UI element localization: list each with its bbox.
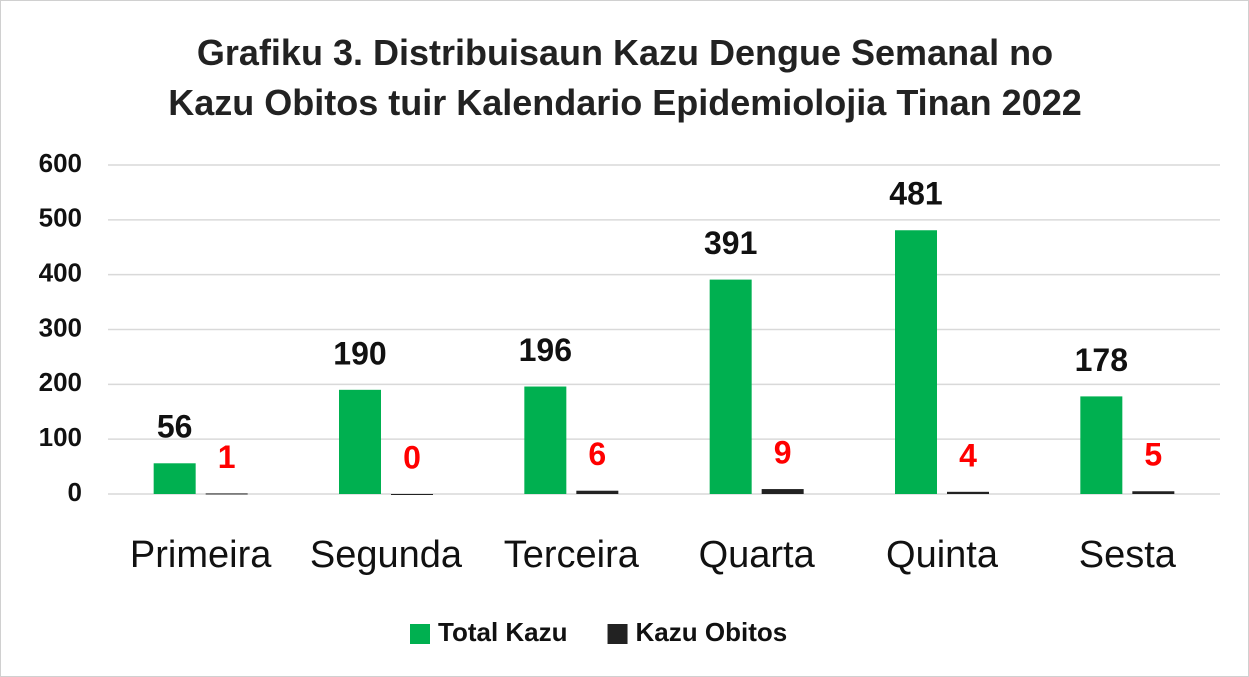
data-label: 178 — [1075, 342, 1128, 378]
bar — [709, 279, 752, 494]
data-label: 5 — [1144, 437, 1162, 473]
x-tick-label: Terceira — [504, 534, 640, 576]
x-tick-label: Sesta — [1079, 534, 1177, 576]
bar — [895, 230, 937, 495]
legend-label: Total Kazu — [438, 617, 568, 647]
bar — [524, 386, 567, 494]
data-label: 9 — [774, 435, 792, 471]
bar — [576, 490, 619, 494]
y-tick-label: 200 — [39, 367, 82, 397]
legend-label: Kazu Obitos — [636, 617, 788, 647]
legend-swatch — [410, 624, 430, 644]
bar — [947, 491, 989, 494]
data-label: 56 — [157, 409, 193, 445]
data-label: 190 — [333, 335, 386, 371]
x-tick-label: Primeira — [130, 534, 272, 576]
y-tick-label: 600 — [39, 148, 82, 178]
data-label: 391 — [704, 225, 757, 261]
x-tick-label: Segunda — [310, 534, 463, 576]
data-label: 1 — [218, 439, 236, 475]
bar — [339, 389, 381, 494]
bar — [391, 494, 433, 495]
data-label: 481 — [889, 176, 942, 212]
data-label: 4 — [959, 437, 977, 473]
y-tick-label: 400 — [39, 258, 82, 288]
data-label: 6 — [588, 436, 606, 472]
bar — [1132, 491, 1175, 494]
y-tick-label: 500 — [39, 203, 82, 233]
x-tick-label: Quinta — [886, 534, 999, 576]
legend-swatch — [607, 624, 628, 644]
y-tick-label: 100 — [39, 422, 82, 452]
y-tick-label: 300 — [39, 312, 82, 342]
data-label: 196 — [519, 332, 572, 368]
bar — [153, 463, 196, 494]
x-tick-label: Quarta — [699, 534, 816, 576]
bar — [205, 493, 248, 495]
chart-title: Grafiku 3. Distribuisaun Kazu Dengue Sem… — [168, 32, 1082, 123]
bar — [1080, 396, 1123, 494]
y-tick-label: 0 — [68, 477, 82, 507]
bar — [761, 489, 804, 494]
data-label: 0 — [403, 439, 421, 475]
